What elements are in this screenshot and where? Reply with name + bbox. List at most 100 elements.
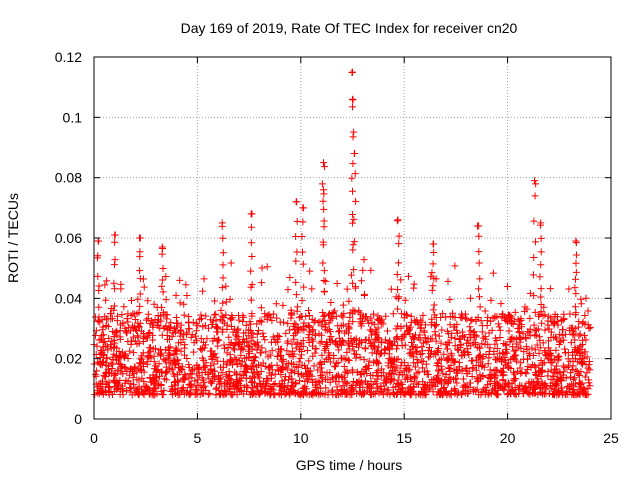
data-point (170, 378, 178, 386)
data-point (239, 346, 247, 354)
data-point (539, 360, 547, 368)
data-point (158, 391, 166, 399)
data-point (239, 318, 247, 326)
data-point (172, 291, 180, 299)
data-point (247, 223, 255, 231)
data-point (304, 364, 312, 372)
data-point (105, 391, 113, 399)
data-point (99, 338, 107, 346)
data-point (298, 370, 306, 378)
data-point (123, 315, 131, 323)
data-point (170, 325, 178, 333)
data-point (240, 338, 248, 346)
data-point (198, 390, 206, 398)
data-point (170, 356, 178, 364)
data-point (517, 369, 525, 377)
data-point (444, 364, 452, 372)
data-point (434, 346, 442, 354)
data-point (538, 368, 546, 376)
data-point (444, 338, 452, 346)
data-point (263, 374, 271, 382)
data-point (167, 319, 175, 327)
data-point (310, 362, 318, 370)
data-point (102, 380, 110, 388)
data-point (461, 386, 469, 394)
data-point (586, 323, 594, 331)
data-point (116, 352, 124, 360)
data-point (101, 373, 109, 381)
data-point (519, 330, 527, 338)
data-point (574, 390, 582, 398)
data-point (534, 375, 542, 383)
data-point (298, 361, 306, 369)
data-point (531, 346, 539, 354)
data-point (105, 384, 113, 392)
data-point (431, 321, 439, 329)
data-point (392, 334, 400, 342)
data-point (563, 383, 571, 391)
data-point (547, 359, 555, 367)
data-point (258, 344, 266, 352)
data-point (201, 363, 209, 371)
data-point (140, 283, 148, 291)
data-point (130, 380, 138, 388)
data-point (560, 368, 568, 376)
data-point (190, 348, 198, 356)
data-point (565, 285, 573, 293)
data-point (525, 379, 533, 387)
data-point (320, 217, 328, 225)
data-point (539, 339, 547, 347)
data-point (526, 391, 534, 399)
data-point (368, 349, 376, 357)
data-point (467, 327, 475, 335)
data-point (492, 334, 500, 342)
data-point (350, 215, 358, 223)
data-point (561, 363, 569, 371)
data-point (120, 363, 128, 371)
data-point (394, 259, 402, 267)
data-point (191, 377, 199, 385)
data-point (140, 368, 148, 376)
data-point (436, 377, 444, 385)
data-point (358, 339, 366, 347)
data-point (166, 343, 174, 351)
data-point (522, 335, 530, 343)
data-point (432, 351, 440, 359)
data-point (521, 384, 529, 392)
y-axis-label: ROTI / TECUs (5, 193, 21, 283)
data-point (166, 359, 174, 367)
data-point (284, 337, 292, 345)
data-point (197, 335, 205, 343)
data-point (416, 350, 424, 358)
data-point (231, 325, 239, 333)
data-point (247, 378, 255, 386)
data-point (467, 317, 475, 325)
data-point (124, 337, 132, 345)
data-point (329, 375, 337, 383)
data-point (578, 336, 586, 344)
data-point (244, 383, 252, 391)
data-point (122, 327, 130, 335)
data-point (200, 378, 208, 386)
data-point (110, 306, 118, 314)
data-point (205, 375, 213, 383)
data-point (387, 340, 395, 348)
data-point (228, 312, 236, 320)
data-point (370, 310, 378, 318)
data-point (250, 340, 258, 348)
data-point (262, 348, 270, 356)
data-point (520, 355, 528, 363)
data-point (282, 329, 290, 337)
data-point (485, 329, 493, 337)
data-point (160, 375, 168, 383)
data-point (505, 381, 513, 389)
data-point (569, 382, 577, 390)
data-point (200, 356, 208, 364)
data-point (351, 307, 359, 315)
data-point (245, 349, 253, 357)
data-point (119, 319, 127, 327)
data-point (253, 320, 261, 328)
data-point (319, 308, 327, 316)
data-point (528, 361, 536, 369)
data-point (150, 365, 158, 373)
